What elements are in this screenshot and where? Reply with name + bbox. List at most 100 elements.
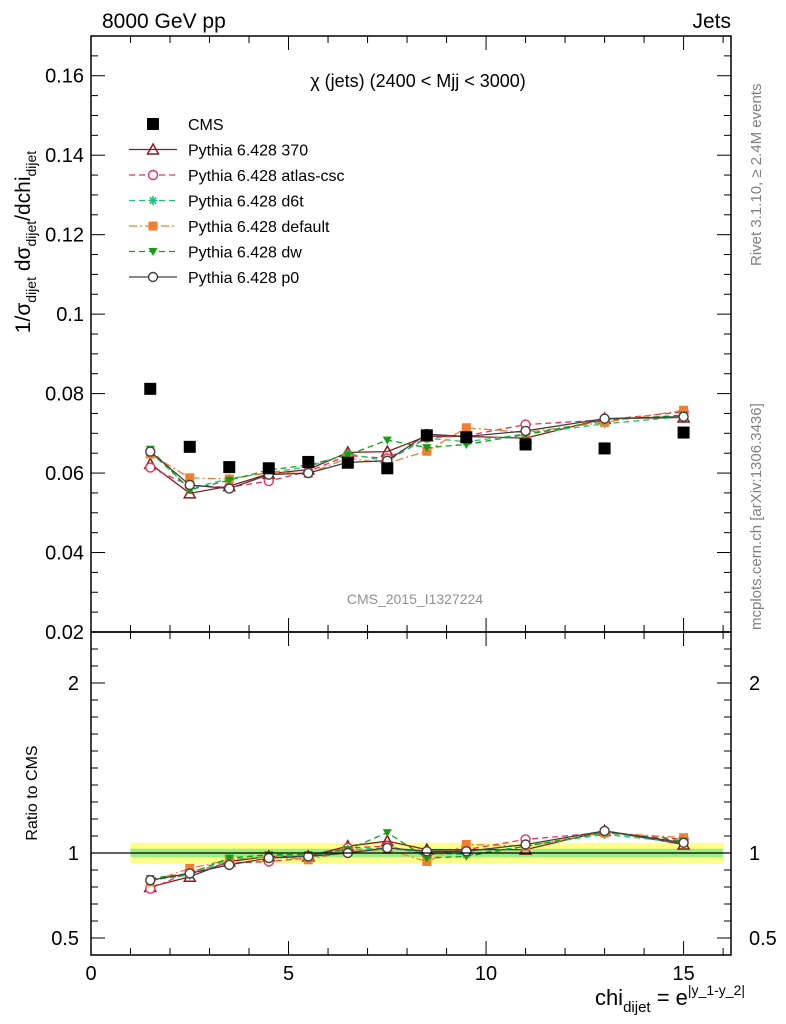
legend-item-p0: Pythia 6.428 p0 <box>129 270 299 287</box>
y-tick-label-main: 0.08 <box>45 384 84 406</box>
main-point-p0 <box>303 467 314 479</box>
legend-marker-p370 <box>146 142 160 155</box>
ratio-line-dw <box>150 831 684 880</box>
main-point-p0 <box>520 425 531 437</box>
y-tick-label-ratio-right: 2 <box>749 673 760 695</box>
y-tick-label-main: 0.14 <box>45 145 84 167</box>
main-point-dw <box>382 436 392 445</box>
main-point-dw <box>343 451 353 460</box>
legend-marker-d6t <box>148 196 158 205</box>
x-tick-label: 0 <box>85 963 96 985</box>
ratio-line-p0 <box>150 830 684 881</box>
legend-item-default: Pythia 6.428 default <box>129 219 330 236</box>
legend-label-atlas: Pythia 6.428 atlas-csc <box>188 168 345 185</box>
ratio-point-p0 <box>263 852 274 864</box>
main-point-cms <box>460 431 473 444</box>
main-point-cms <box>223 461 236 474</box>
legend-marker-p0 <box>147 271 159 283</box>
main-point-p0 <box>184 479 195 491</box>
legend-marker-default <box>148 221 158 231</box>
legend-marker-cms <box>147 118 159 130</box>
x-tick-label: 15 <box>672 963 694 985</box>
y-tick-label-ratio-left: 1 <box>68 843 79 865</box>
main-line-p0 <box>149 415 684 490</box>
ratio-point-p0 <box>184 868 195 879</box>
ratio-line-p370 <box>150 830 684 888</box>
main-frame <box>90 35 732 633</box>
y-tick-label-main: 0.1 <box>56 304 84 326</box>
ratio-point-p0 <box>382 842 393 854</box>
y-tick-label-main: 0.04 <box>45 543 84 565</box>
ratio-point-p0 <box>678 837 689 848</box>
main-series-cms <box>144 382 690 475</box>
y-tick-label-ratio-right: 0.5 <box>749 928 777 950</box>
main-point-default <box>461 423 471 433</box>
ratio-point-p0 <box>461 846 472 857</box>
main-point-default <box>185 473 195 483</box>
main-line-default <box>149 409 684 480</box>
legend-label-p0: Pythia 6.428 p0 <box>188 270 299 287</box>
x-tick-label: 10 <box>475 963 497 985</box>
legend-marker-dw <box>148 248 158 256</box>
main-point-p0 <box>678 411 689 422</box>
ratio-point-p0 <box>145 875 156 886</box>
axes-group: 0 5 10 15 0.02 0.04 0.06 0.08 0.1 0.12 0.14 0.16 0.5… <box>45 35 777 985</box>
main-point-atlas <box>145 462 156 473</box>
main-point-p0 <box>224 483 235 494</box>
main-point-default <box>679 405 689 415</box>
main-point-p0 <box>145 446 156 457</box>
ratio-point-p0 <box>303 851 314 862</box>
y-tick-label-main: 0.06 <box>45 463 84 485</box>
legend-label-p370: Pythia 6.428 370 <box>188 143 308 160</box>
main-point-dw <box>224 476 234 485</box>
legend-item-p370: Pythia 6.428 370 <box>129 142 308 160</box>
legend-label-cms: CMS <box>188 117 224 134</box>
legend-item-d6t: Pythia 6.428 d6t <box>129 194 304 211</box>
watermark: CMS_2015_I1327224 <box>347 591 483 607</box>
main-point-p370 <box>182 486 197 499</box>
y-tick-label-ratio-left: 0.5 <box>51 928 79 950</box>
main-point-cms <box>519 438 532 451</box>
legend: CMS Pythia 6.428 370 Pythia 6.428 atlas-cs… <box>129 117 345 287</box>
main-point-cms <box>381 462 394 475</box>
ratio-frame <box>90 631 732 956</box>
main-point-p0 <box>599 413 610 424</box>
main-point-cms <box>144 382 157 395</box>
legend-item-cms: CMS <box>147 117 224 134</box>
ratio-series-group <box>91 823 731 894</box>
y-axis-label-main: 1/σdijet dσdijet/dchidijet <box>12 151 39 333</box>
main-line-atlas <box>149 411 684 489</box>
main-point-cms <box>598 442 611 455</box>
y-tick-label-main: 0.16 <box>45 66 84 88</box>
main-point-cms <box>302 455 315 468</box>
main-point-dw <box>422 444 432 453</box>
header-right: Jets <box>692 10 731 33</box>
legend-label-dw: Pythia 6.428 dw <box>188 245 302 262</box>
x-axis-label: chidijet = e|y_1-y_2| <box>595 982 745 1016</box>
plot-title: χ (jets) (2400 < Mjj < 3000) <box>310 71 526 91</box>
x-tick-label: 5 <box>283 963 294 985</box>
ratio-line-atlas <box>150 831 684 890</box>
legend-label-d6t: Pythia 6.428 d6t <box>188 194 304 211</box>
legend-marker-atlas <box>147 169 159 181</box>
ratio-point-p0 <box>224 859 235 871</box>
mcplots-label: mcplots.cern.ch [arXiv:1306.3436] <box>748 403 765 630</box>
y-tick-label-ratio-right: 1 <box>749 843 760 865</box>
main-point-cms <box>677 426 690 439</box>
main-point-cms <box>262 462 275 475</box>
ratio-point-dw <box>422 854 432 863</box>
main-point-cms <box>341 456 354 469</box>
legend-item-atlas: Pythia 6.428 atlas-csc <box>129 168 345 185</box>
main-series-group <box>143 382 691 499</box>
y-tick-label-main: 0.12 <box>45 225 84 247</box>
legend-item-dw: Pythia 6.428 dw <box>129 245 302 262</box>
legend-label-default: Pythia 6.428 default <box>188 219 330 236</box>
ratio-point-p0 <box>421 846 433 857</box>
main-line-dw <box>149 414 684 491</box>
y-axis-label-ratio: Ratio to CMS <box>24 745 41 840</box>
y-tick-label-ratio-left: 2 <box>68 673 79 695</box>
y-tick-label-main: 0.02 <box>45 622 84 644</box>
ratio-point-dw <box>224 854 234 863</box>
main-point-cms <box>183 440 196 453</box>
